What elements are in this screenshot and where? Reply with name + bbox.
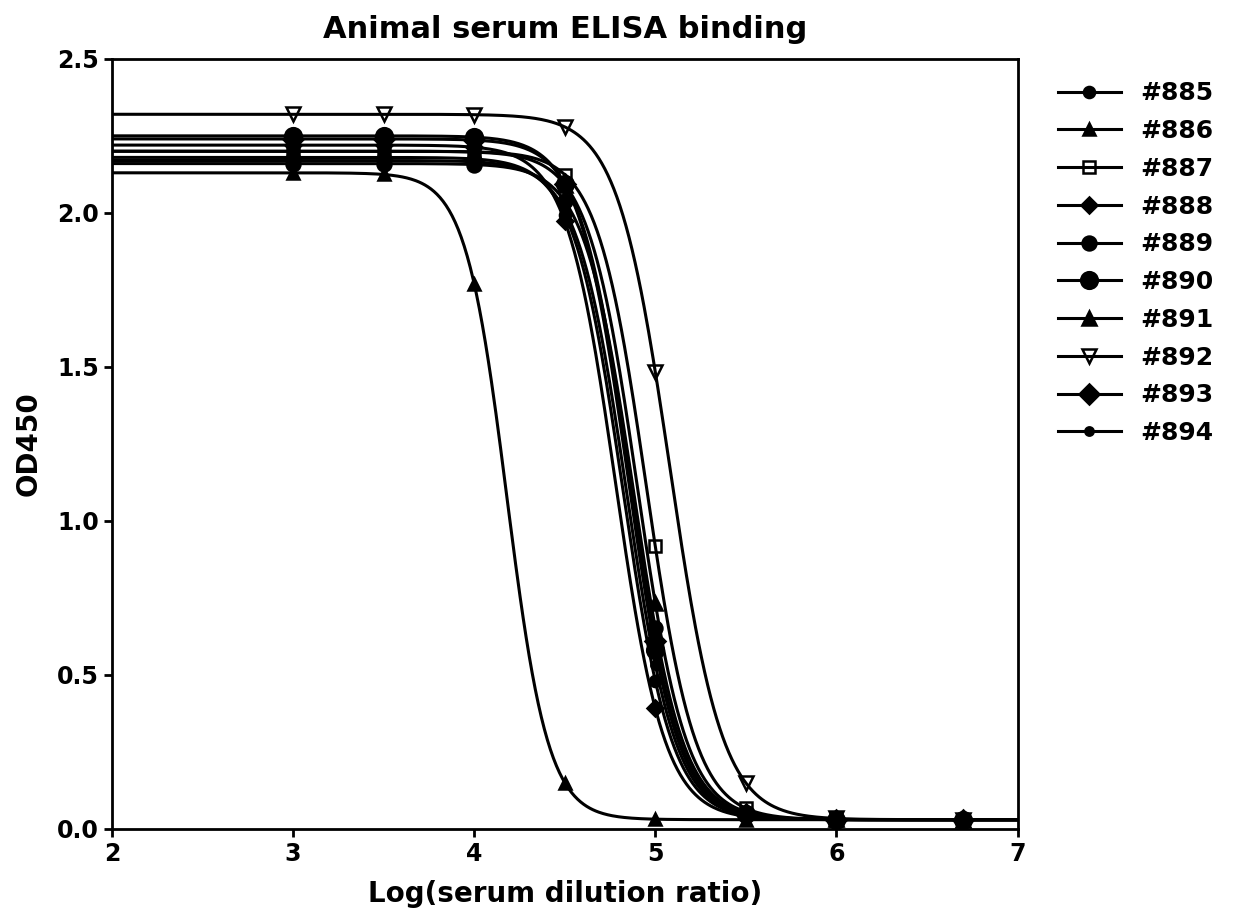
- Title: Animal serum ELISA binding: Animal serum ELISA binding: [322, 15, 807, 44]
- X-axis label: Log(serum dilution ratio): Log(serum dilution ratio): [367, 880, 761, 908]
- Y-axis label: OD450: OD450: [15, 391, 43, 497]
- Legend: #885, #886, #887, #888, #889, #890, #891, #892, #893, #894: #885, #886, #887, #888, #889, #890, #891…: [1048, 71, 1224, 455]
